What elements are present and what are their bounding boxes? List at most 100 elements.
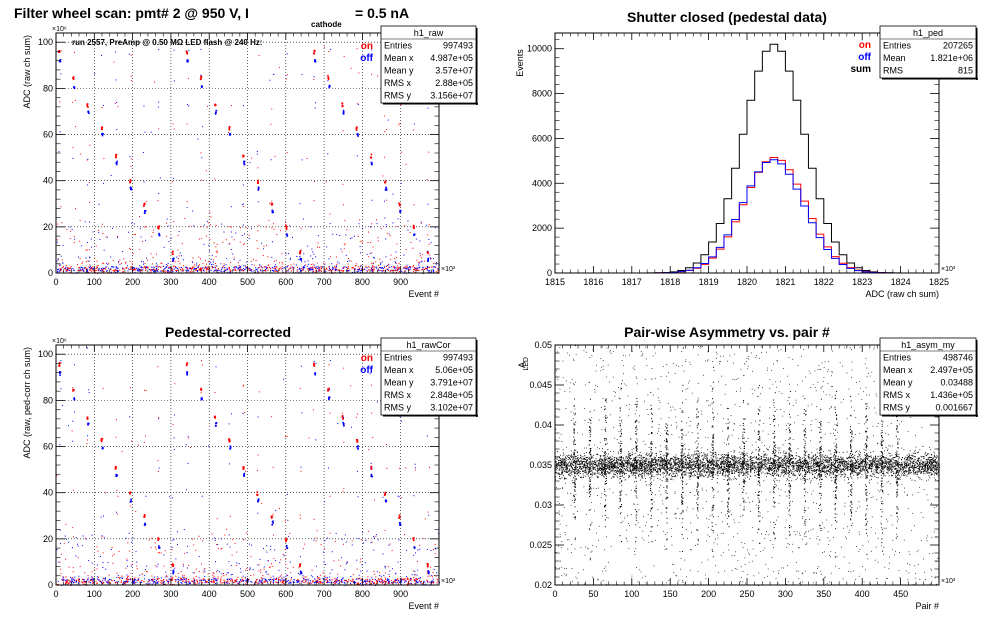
data-point xyxy=(425,583,427,585)
data-point xyxy=(357,266,359,268)
data-point xyxy=(570,463,572,465)
data-point xyxy=(242,156,244,158)
data-point xyxy=(324,501,326,503)
data-point xyxy=(318,269,320,271)
data-point xyxy=(219,581,221,583)
data-point xyxy=(214,578,216,580)
data-point xyxy=(270,517,273,519)
data-point xyxy=(327,153,329,155)
data-point xyxy=(419,252,421,254)
data-point xyxy=(256,240,258,242)
data-point xyxy=(273,578,275,580)
data-point xyxy=(136,568,138,570)
data-point xyxy=(57,269,59,271)
data-point xyxy=(119,578,121,580)
data-point xyxy=(398,262,400,264)
data-point xyxy=(116,102,118,104)
data-point xyxy=(143,516,146,518)
data-point xyxy=(250,575,252,577)
data-point xyxy=(356,413,358,415)
data-point xyxy=(370,241,372,243)
data-point xyxy=(115,266,117,268)
data-point xyxy=(291,266,293,268)
data-point xyxy=(398,124,400,126)
data-point xyxy=(129,416,131,418)
data-point xyxy=(198,238,200,240)
data-point xyxy=(373,268,375,270)
data-point xyxy=(709,475,711,477)
data-point xyxy=(176,544,178,546)
data-point xyxy=(91,562,93,564)
data-point xyxy=(86,269,88,271)
data-point xyxy=(269,578,271,580)
data-point xyxy=(297,581,299,583)
data-point xyxy=(203,243,205,245)
data-point xyxy=(352,578,354,580)
data-point xyxy=(59,60,61,63)
data-point xyxy=(107,264,109,266)
y-axis-label: ADC (raw ch sum) xyxy=(22,35,32,109)
data-point xyxy=(420,222,422,224)
data-point xyxy=(328,266,330,268)
data-point xyxy=(819,471,821,473)
data-point xyxy=(65,266,67,268)
data-point xyxy=(356,126,358,128)
data-point xyxy=(859,464,861,466)
data-point xyxy=(210,263,212,265)
data-point xyxy=(353,573,355,575)
data-point xyxy=(731,470,733,472)
chart-title: Pedestal-corrected xyxy=(165,324,291,340)
data-point xyxy=(613,477,615,478)
data-point xyxy=(113,580,116,582)
data-point xyxy=(201,563,203,565)
data-point xyxy=(366,582,368,584)
data-point xyxy=(573,471,575,473)
stats-key: Entries xyxy=(883,41,912,51)
data-point xyxy=(103,515,105,517)
data-point xyxy=(391,582,393,584)
data-point xyxy=(648,468,650,470)
data-point xyxy=(356,103,358,105)
data-point xyxy=(401,270,403,272)
x-tick-label: 1817 xyxy=(622,277,642,287)
data-point xyxy=(410,578,412,580)
data-point xyxy=(129,260,131,262)
data-point xyxy=(361,564,363,566)
data-point xyxy=(253,583,255,585)
x-tick-label: 600 xyxy=(278,589,293,599)
data-point xyxy=(102,578,104,580)
data-point xyxy=(842,474,844,476)
data-point xyxy=(163,265,165,267)
data-point xyxy=(351,267,353,269)
x-tick-label: 600 xyxy=(278,277,293,287)
data-point xyxy=(116,513,118,515)
data-point xyxy=(601,459,603,461)
data-point xyxy=(859,469,861,471)
data-point xyxy=(315,256,317,258)
data-point xyxy=(216,579,218,582)
data-point xyxy=(434,553,436,555)
data-point xyxy=(600,460,602,462)
data-point xyxy=(282,263,284,265)
data-point xyxy=(879,458,881,460)
data-point xyxy=(214,540,216,542)
data-point xyxy=(86,103,89,105)
panel-ped: 1815 1816 1817 1818 1819 1820 1821 1822 1823 1824… xyxy=(515,9,978,299)
data-point xyxy=(241,580,243,582)
data-point xyxy=(347,267,350,269)
data-point xyxy=(74,576,76,578)
data-point xyxy=(580,454,582,456)
data-point xyxy=(797,460,799,462)
data-point xyxy=(230,226,232,228)
data-point xyxy=(200,85,203,87)
data-point xyxy=(175,575,177,577)
data-point xyxy=(324,540,326,542)
data-point xyxy=(623,464,625,466)
data-point xyxy=(146,571,148,573)
data-point xyxy=(313,52,315,54)
data-point xyxy=(180,255,182,257)
data-point xyxy=(158,192,160,194)
data-point xyxy=(302,266,304,269)
data-point xyxy=(290,582,292,584)
data-point xyxy=(372,437,374,439)
